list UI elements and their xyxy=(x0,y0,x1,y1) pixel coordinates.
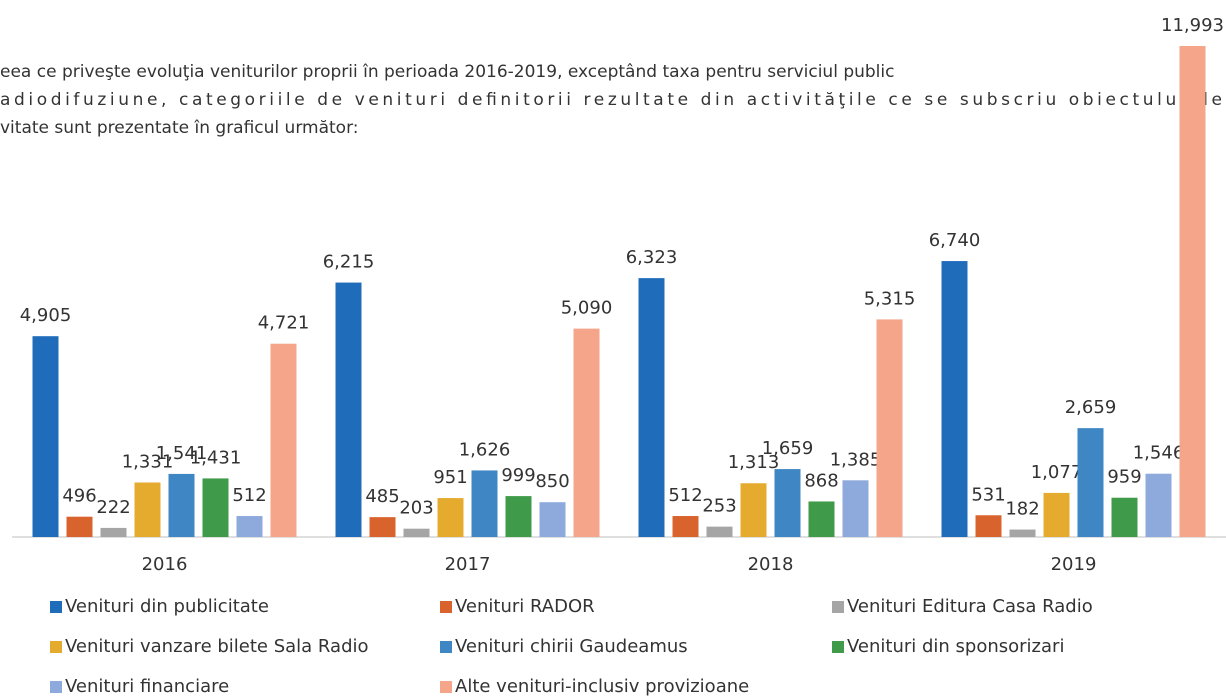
bar xyxy=(1145,473,1172,537)
legend-label: Alte venituri-inclusiv provizioane xyxy=(455,676,749,697)
bar xyxy=(706,526,733,537)
bar xyxy=(270,343,297,537)
data-label: 485 xyxy=(365,486,399,507)
bar xyxy=(808,501,835,537)
bar xyxy=(471,470,498,537)
bar xyxy=(66,516,93,537)
data-label: 6,323 xyxy=(626,247,678,268)
bar xyxy=(32,336,59,537)
legend-label: Venituri Editura Casa Radio xyxy=(847,596,1093,617)
data-label: 4,905 xyxy=(20,305,72,326)
bar xyxy=(1077,428,1104,537)
bar xyxy=(740,483,767,537)
data-label: 5,090 xyxy=(561,298,613,319)
data-label: 850 xyxy=(535,471,569,492)
legend-label: Venituri chirii Gaudeamus xyxy=(455,636,688,657)
intro-line: eea ce priveşte evoluţia veniturilor pro… xyxy=(0,62,894,82)
bar xyxy=(876,319,903,537)
data-label: 1,626 xyxy=(459,439,511,460)
bar xyxy=(539,502,566,537)
legend-label: Venituri din publicitate xyxy=(65,596,269,617)
bar xyxy=(335,282,362,537)
legend-label: Venituri RADOR xyxy=(455,596,595,617)
intro-line: vitate sunt prezentate în graficul următ… xyxy=(0,118,359,138)
x-tick-label: 2016 xyxy=(142,554,188,575)
bar xyxy=(672,516,699,537)
data-label: 4,721 xyxy=(258,313,310,334)
data-label: 182 xyxy=(1005,499,1039,520)
bar xyxy=(638,278,665,537)
data-label: 512 xyxy=(668,485,702,506)
legend-label: Venituri financiare xyxy=(65,676,229,697)
data-label: 11,993 xyxy=(1161,15,1224,36)
legend-swatch xyxy=(440,601,452,613)
bar xyxy=(1111,497,1138,537)
bar xyxy=(941,261,968,537)
bar xyxy=(505,496,532,537)
data-label: 868 xyxy=(804,470,838,491)
x-tick-label: 2017 xyxy=(445,554,491,575)
data-label: 999 xyxy=(501,465,535,486)
data-label: 5,315 xyxy=(864,288,916,309)
bar xyxy=(369,517,396,537)
data-label: 6,740 xyxy=(929,230,981,251)
data-label: 1,546 xyxy=(1133,443,1185,464)
data-label: 1,385 xyxy=(830,449,882,470)
bar xyxy=(100,527,127,537)
legend-swatch xyxy=(440,641,452,653)
data-label: 1,313 xyxy=(728,452,780,473)
bar xyxy=(1179,46,1206,537)
x-tick-label: 2019 xyxy=(1051,554,1097,575)
bar xyxy=(437,498,464,537)
data-label: 1,077 xyxy=(1031,462,1083,483)
data-label: 6,215 xyxy=(323,252,375,273)
bar xyxy=(842,480,869,537)
data-label: 496 xyxy=(62,486,96,507)
data-label: 1,331 xyxy=(122,452,174,473)
legend-swatch xyxy=(50,641,62,653)
data-label: 531 xyxy=(971,484,1005,505)
intro-line: adiodifuziune, categoriile de venituri d… xyxy=(0,90,1222,110)
data-label: 959 xyxy=(1107,467,1141,488)
legend-swatch xyxy=(50,601,62,613)
data-label: 1,431 xyxy=(190,447,242,468)
data-label: 951 xyxy=(433,467,467,488)
bar xyxy=(1009,529,1036,537)
legend-swatch xyxy=(832,641,844,653)
bar xyxy=(573,328,600,537)
legend-swatch xyxy=(50,681,62,693)
data-label: 1,659 xyxy=(762,438,814,459)
x-tick-label: 2018 xyxy=(748,554,794,575)
data-label: 1,541 xyxy=(156,443,208,464)
data-label: 253 xyxy=(702,496,736,517)
legend-label: Venituri vanzare bilete Sala Radio xyxy=(65,636,369,657)
data-label: 512 xyxy=(232,485,266,506)
legend-swatch xyxy=(440,681,452,693)
bar xyxy=(403,528,430,537)
bar xyxy=(168,473,195,537)
legend-label: Venituri din sponsorizari xyxy=(847,636,1064,657)
bar xyxy=(202,478,229,537)
bar xyxy=(236,516,263,537)
bar xyxy=(1043,492,1070,537)
bar xyxy=(774,469,801,537)
bar xyxy=(975,515,1002,537)
legend-swatch xyxy=(832,601,844,613)
data-label: 2,659 xyxy=(1065,397,1117,418)
data-label: 203 xyxy=(399,498,433,519)
bar xyxy=(134,482,161,537)
data-label: 222 xyxy=(96,497,130,518)
